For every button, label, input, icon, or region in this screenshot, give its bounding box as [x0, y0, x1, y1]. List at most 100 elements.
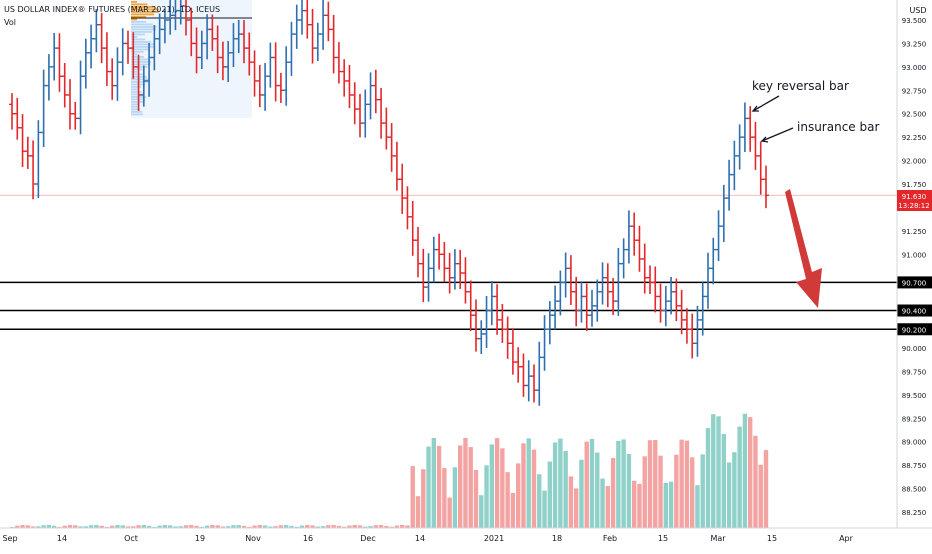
ohlc-bar [641, 243, 648, 294]
ohlc-bar [720, 184, 727, 243]
ohlc-bar [109, 58, 116, 100]
ohlc-bar [67, 79, 73, 130]
last-price-badge: 91.630 13:28:12 [897, 190, 932, 211]
volume-bar [115, 525, 120, 528]
ohlc-bar [699, 282, 706, 336]
time-axis[interactable]: Sep 14 Oct 19 Nov 16 Dec 14 2021 18 Feb 15 Mar 15 Apr [0, 527, 932, 543]
volume-bar [452, 467, 458, 528]
ohlc-bar [256, 65, 263, 108]
ohlc-bar [436, 233, 443, 270]
ohlc-bar [652, 266, 659, 313]
ohlc-bar [599, 262, 606, 305]
volume-bar [247, 526, 252, 528]
volume-bar [94, 525, 99, 528]
volume-bar [341, 526, 347, 528]
volume-bar [463, 438, 468, 528]
ohlc-bar [35, 120, 42, 199]
ohlc-bar [662, 286, 669, 327]
ohlc-bar [752, 121, 759, 170]
volume-bar [479, 495, 484, 528]
ohlc-bar [409, 200, 416, 256]
profile-row [131, 13, 155, 16]
volume-bar [310, 525, 315, 528]
volume-bar [705, 428, 711, 528]
volume-bar [199, 526, 205, 528]
volume-bar [152, 526, 157, 528]
ohlc-bar [520, 353, 527, 397]
volume-bar [78, 526, 83, 528]
volume-bar [663, 482, 669, 528]
price-tick-label: 88.250 [902, 509, 927, 517]
last-price-countdown: 13:28:12 [898, 202, 929, 210]
ohlc-bar [462, 257, 469, 304]
profile-row [131, 106, 138, 108]
volume-bar [563, 451, 568, 528]
profile-row [131, 23, 154, 26]
profile-row [131, 108, 141, 111]
volume-bar [631, 480, 637, 528]
ohlc-bar [293, 4, 300, 49]
volume-bar [653, 439, 658, 528]
ohlc-bar [267, 42, 274, 88]
volume-bar [494, 438, 500, 528]
volume-bar [531, 449, 537, 528]
volume-bar [558, 438, 563, 528]
time-tick-label: 15 [767, 534, 777, 543]
volume-bar [136, 525, 141, 528]
volume-bar [363, 526, 368, 528]
volume-bar [225, 526, 231, 528]
ohlc-bar [483, 296, 490, 348]
volume-bar [273, 526, 278, 528]
ohlc-bar [604, 263, 611, 308]
volume-bar [468, 447, 473, 528]
ohlc-bar [515, 347, 522, 383]
volume-bar [278, 525, 284, 528]
insurance-pointer [761, 127, 794, 142]
support-level-badge [897, 323, 932, 336]
price-tick-label: 88.500 [902, 486, 927, 494]
support-level-badge [897, 304, 932, 317]
support-level-value: 90.700 [902, 279, 927, 287]
horizontal-levels[interactable]: 90.700 90.400 90.200 [0, 276, 932, 336]
ohlc-bar [741, 102, 748, 153]
ohlc-bar [610, 278, 617, 316]
price-tick-label: 92.750 [902, 87, 927, 95]
ohlc-bar [72, 101, 79, 130]
last-price-value: 91.630 [902, 193, 927, 201]
ohlc-bar [415, 227, 421, 278]
volume-bar [510, 492, 516, 528]
volume-bar [109, 525, 115, 528]
volume-bar [320, 526, 326, 528]
volume-bar [215, 525, 220, 528]
volume-bar [589, 438, 595, 528]
ohlc-bar [536, 341, 543, 406]
volume-bar [67, 525, 73, 528]
ohlc-bar [631, 212, 638, 256]
ohlc-bar [88, 24, 95, 69]
ohlc-bar [325, 1, 332, 42]
key-reversal-pointer-head [751, 105, 759, 112]
price-tick-label: 89.500 [902, 392, 927, 400]
annotations: key reversal bar insurance bar [751, 79, 879, 308]
ohlc-bar [30, 140, 37, 200]
ohlc-bar [61, 63, 68, 108]
volume-bar [305, 525, 310, 528]
ohlc-bar [335, 42, 342, 84]
volume-bar [737, 426, 742, 528]
ohlc-bar [367, 72, 374, 120]
volume-bar [268, 526, 273, 528]
ohlc-bar [731, 140, 738, 191]
volume-bar [252, 525, 257, 528]
volume-bar [552, 442, 558, 528]
ohlc-bar [372, 69, 379, 114]
volume-bar [732, 452, 737, 528]
volume-bar [373, 525, 379, 528]
time-tick-label: 19 [195, 534, 205, 543]
price-tick-label: 93.500 [902, 17, 927, 25]
ohlc-bar [441, 242, 448, 282]
price-axis[interactable]: 93.500 93.250 93.000 92.750 92.500 92.250 92.0… [896, 0, 927, 528]
ohlc-bar [625, 210, 632, 264]
volume-bar [526, 438, 531, 528]
